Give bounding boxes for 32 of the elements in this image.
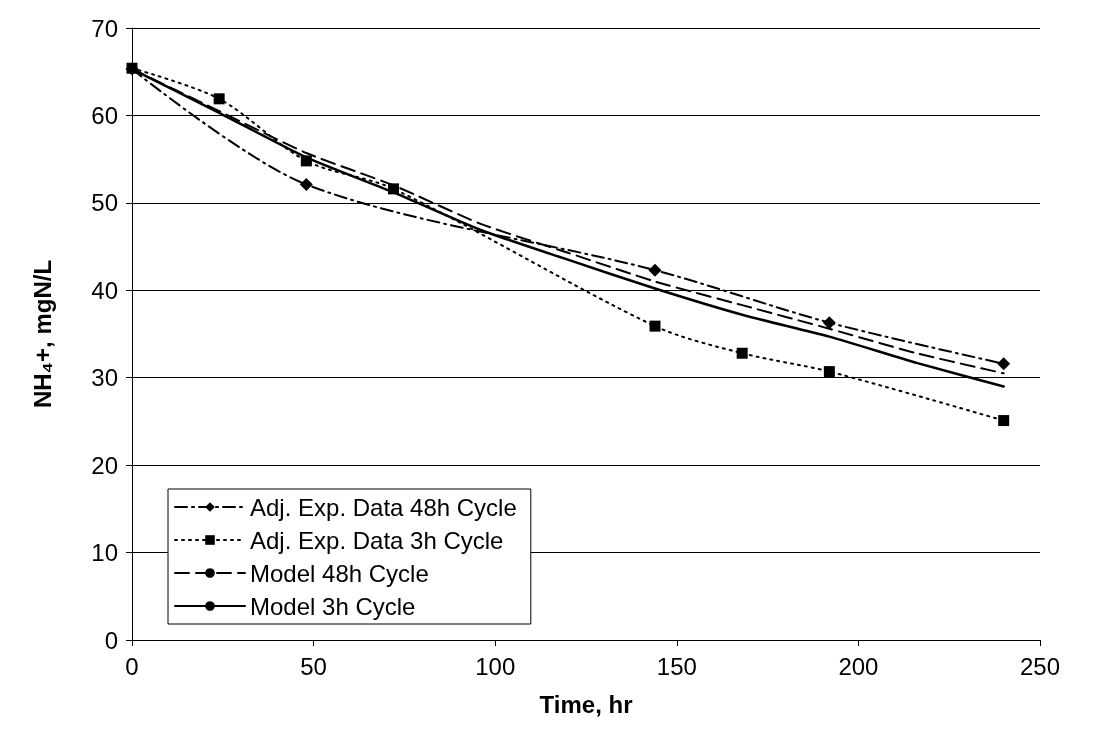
point [998, 415, 1010, 427]
y-tick-label: 0 [104, 626, 118, 654]
x-tick-label: 50 [300, 652, 327, 680]
legend-label: Model 3h Cycle [250, 592, 416, 620]
y-tick-label: 30 [91, 364, 118, 392]
point [997, 357, 1011, 371]
y-tick-label: 10 [91, 539, 118, 567]
legend-label: Model 48h Cycle [250, 559, 429, 587]
point [823, 366, 835, 378]
x-tick-label: 200 [838, 652, 879, 680]
y-axis-title: NH₄+, mgN/L [28, 259, 56, 409]
x-tick-label: 250 [1019, 652, 1061, 680]
legend-label: Adj. Exp. Data 48h Cycle [250, 493, 517, 521]
y-tick-label: 50 [91, 189, 118, 217]
point [822, 316, 836, 330]
y-tick-label: 40 [91, 276, 118, 304]
x-axis-title: Time, hr [539, 690, 633, 718]
x-tick-label: 100 [475, 652, 516, 680]
point [648, 263, 662, 277]
point [388, 183, 399, 195]
x-tick-label: 150 [656, 652, 697, 680]
point [649, 320, 661, 332]
point [213, 93, 225, 105]
point [299, 178, 313, 191]
point [126, 62, 138, 74]
y-tick-label: 70 [91, 14, 118, 42]
y-tick-label: 60 [91, 101, 118, 129]
point [736, 347, 748, 359]
x-tick-label: 0 [125, 652, 139, 680]
y-tick-label: 20 [91, 451, 118, 479]
point [300, 155, 312, 167]
legend-label: Adj. Exp. Data 3h Cycle [250, 526, 504, 554]
